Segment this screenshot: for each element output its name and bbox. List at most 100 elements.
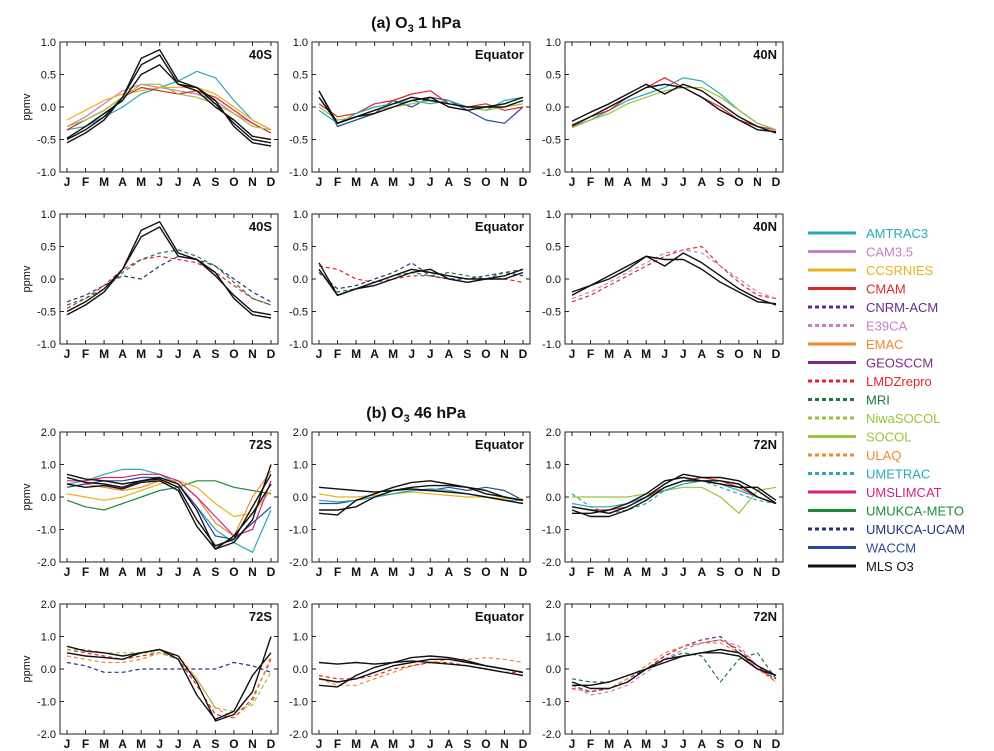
y-tick-label: 1.0 [41, 632, 56, 644]
series-line [571, 473, 777, 514]
x-tick-label: M [99, 175, 109, 189]
legend-label: AMTRAC3 [866, 226, 928, 241]
x-tick-label: O [229, 737, 238, 751]
x-tick-label: A [370, 737, 379, 751]
plot-frame [59, 431, 279, 563]
x-tick-label: A [444, 565, 453, 579]
x-tick-label: S [463, 175, 471, 189]
legend-label: UMUKCA-METO [866, 504, 964, 519]
y-tick-label: 0.0 [546, 492, 561, 504]
legend-label: UMETRAC [866, 467, 930, 482]
region-label: Equator [475, 219, 524, 234]
panels: 1.00.50.0-0.5-1.0J F M A M J J A S O N Dppmv40S1.00… [21, 37, 784, 751]
x-tick-label: J [156, 347, 163, 361]
y-tick-label: 1.0 [293, 209, 308, 221]
x-tick-label: S [211, 565, 219, 579]
series-line [318, 660, 524, 677]
series-line [66, 221, 272, 319]
x-tick-label: M [351, 737, 361, 751]
plot-frame [59, 213, 279, 345]
x-tick-label: J [156, 737, 163, 751]
x-tick-label: J [661, 737, 668, 751]
x-tick-label: F [587, 737, 594, 751]
x-tick-label: M [99, 565, 109, 579]
y-tick-label: -1.0 [542, 525, 561, 537]
series-line [318, 486, 524, 505]
x-tick-label: O [481, 175, 490, 189]
x-tick-label: J [316, 347, 323, 361]
x-tick-label: M [388, 347, 398, 361]
x-tick-label: O [734, 175, 743, 189]
x-tick-label: J [316, 737, 323, 751]
x-tick-label: D [519, 347, 528, 361]
y-tick-label: 1.0 [546, 209, 561, 221]
y-tick-label: 1.0 [293, 460, 308, 472]
y-tick-label: 1.0 [546, 632, 561, 644]
y-tick-label: 2.0 [546, 599, 561, 611]
x-tick-label: S [211, 347, 219, 361]
plot-frame [564, 603, 784, 735]
region-label: Equator [475, 437, 524, 452]
series-line [572, 652, 777, 686]
x-tick-label: A [623, 737, 632, 751]
y-tick-label: 2.0 [41, 427, 56, 439]
series-line [571, 639, 777, 696]
region-label: 40S [249, 47, 272, 62]
series-line [571, 83, 777, 133]
x-tick-label: J [175, 565, 182, 579]
y-tick-label: -1.0 [289, 525, 308, 537]
x-tick-label: N [500, 347, 509, 361]
y-axis-label: ppmv [21, 483, 33, 510]
x-tick-label: O [481, 737, 490, 751]
series-line [66, 480, 272, 518]
x-tick-label: D [267, 175, 276, 189]
x-tick-label: A [118, 175, 127, 189]
plot-frame [59, 603, 279, 735]
y-tick-label: -1.0 [37, 167, 56, 179]
x-tick-label: J [316, 175, 323, 189]
legend-label: CMAM [866, 282, 906, 297]
x-tick-label: J [64, 737, 71, 751]
region-label: 72S [249, 437, 272, 452]
x-tick-label: D [267, 737, 276, 751]
y-tick-label: 2.0 [546, 427, 561, 439]
x-tick-label: M [351, 175, 361, 189]
y-tick-label: 0.5 [546, 242, 561, 254]
y-tick-label: -0.5 [289, 135, 308, 147]
series-line [66, 648, 272, 719]
x-tick-label: M [604, 565, 614, 579]
legend-label: ULAQ [866, 448, 901, 463]
series-line [571, 83, 777, 134]
x-tick-label: A [623, 175, 632, 189]
x-tick-label: A [444, 175, 453, 189]
y-axis-label: ppmv [21, 655, 33, 682]
x-tick-label: O [481, 347, 490, 361]
y-tick-label: 0.0 [41, 492, 56, 504]
x-tick-label: J [661, 175, 668, 189]
x-tick-label: J [680, 737, 687, 751]
x-tick-label: J [427, 175, 434, 189]
series-line [571, 480, 777, 508]
x-tick-label: D [519, 737, 528, 751]
series-line [66, 473, 272, 547]
y-tick-label: 0.5 [546, 70, 561, 82]
x-tick-label: A [444, 737, 453, 751]
series-line [66, 464, 272, 550]
y-tick-label: 2.0 [293, 599, 308, 611]
series-line [571, 652, 777, 683]
x-tick-label: O [734, 737, 743, 751]
x-tick-label: D [267, 565, 276, 579]
x-tick-label: M [136, 175, 146, 189]
x-tick-label: M [136, 565, 146, 579]
x-tick-label: N [753, 347, 762, 361]
x-tick-label: S [716, 737, 724, 751]
series-line [571, 480, 777, 518]
x-tick-label: A [697, 737, 706, 751]
x-tick-label: N [500, 565, 509, 579]
series-line [571, 648, 777, 690]
